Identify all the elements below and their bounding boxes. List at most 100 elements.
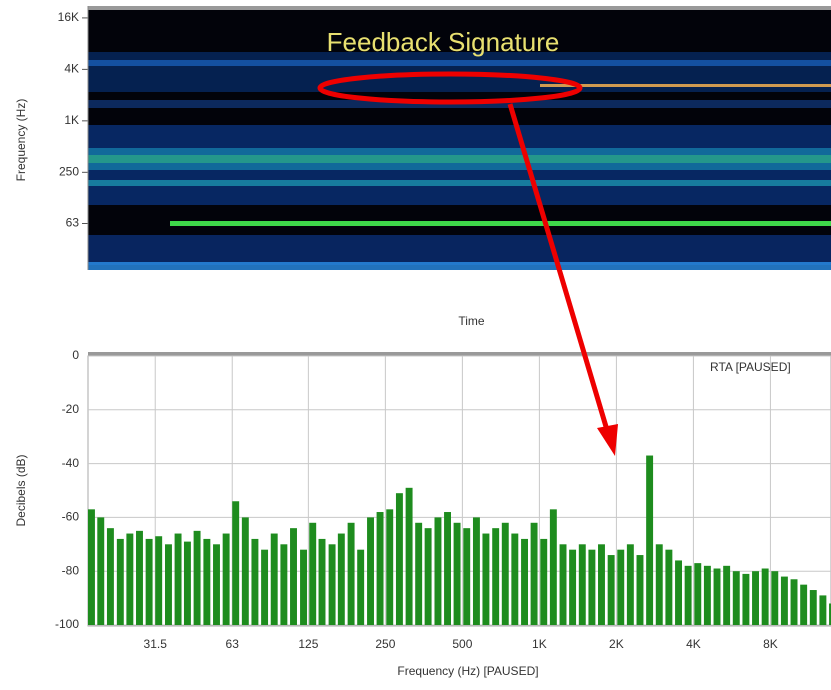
bar <box>646 455 654 625</box>
bar <box>434 517 442 625</box>
callout-ellipse <box>317 71 583 105</box>
bar <box>559 544 567 625</box>
bar <box>463 528 471 625</box>
y-tick-label: -20 <box>62 402 80 416</box>
bar <box>405 487 413 625</box>
hum-line <box>170 221 831 226</box>
bar <box>742 573 750 625</box>
bar <box>376 512 384 625</box>
bar <box>165 544 172 625</box>
bar <box>193 530 201 625</box>
bar <box>723 565 731 625</box>
bar <box>126 533 134 625</box>
bar <box>395 493 403 625</box>
frame-top <box>88 352 831 356</box>
x-axis-label: Frequency (Hz) [PAUSED] <box>397 664 538 678</box>
band <box>88 60 831 66</box>
feedback-line <box>540 84 831 87</box>
arrow-head <box>597 424 618 456</box>
bar <box>453 522 461 625</box>
x-axis-label: Time <box>458 314 485 328</box>
annotation: Feedback Signature <box>327 27 560 57</box>
bar <box>261 549 269 625</box>
bar <box>290 528 297 625</box>
bar <box>222 533 230 625</box>
bar <box>607 555 615 625</box>
y-tick-label: 4K <box>64 62 79 76</box>
bar <box>88 509 95 625</box>
bar <box>549 509 557 625</box>
callout <box>317 71 618 456</box>
callout-arrow <box>507 103 610 431</box>
bar <box>675 560 682 625</box>
bar <box>472 517 480 625</box>
bar <box>251 538 259 625</box>
bar <box>174 533 182 625</box>
y-axis-label: Decibels (dB) <box>14 454 28 526</box>
bar <box>665 549 673 625</box>
bar <box>241 517 249 625</box>
bar <box>97 517 105 625</box>
bar <box>578 544 586 625</box>
bar <box>337 533 345 625</box>
bar <box>829 603 831 625</box>
bar <box>684 565 692 625</box>
y-tick-label: -100 <box>55 617 79 631</box>
y-tick-label: 16K <box>58 10 79 24</box>
bar <box>318 538 326 625</box>
bar <box>617 549 625 625</box>
x-tick-label: 125 <box>298 637 318 651</box>
bar <box>106 528 114 625</box>
x-tick-label: 63 <box>226 637 240 651</box>
bar <box>203 538 211 625</box>
band <box>88 155 831 163</box>
bar <box>145 538 153 625</box>
bar <box>270 533 278 625</box>
bar <box>530 522 538 625</box>
bar <box>280 544 288 625</box>
bar <box>136 530 143 625</box>
bar <box>444 512 451 625</box>
bar <box>713 568 721 625</box>
frame-top <box>88 6 831 10</box>
y-axis-label: Frequency (Hz) <box>14 99 28 182</box>
bar <box>386 509 394 625</box>
band <box>88 262 831 270</box>
annotation: RTA [PAUSED] <box>710 360 791 374</box>
y-tick-label: 250 <box>59 164 79 178</box>
bar <box>521 538 529 625</box>
band <box>88 148 831 170</box>
band <box>88 180 831 186</box>
band <box>88 235 831 265</box>
bar <box>511 533 519 625</box>
y-tick-label: -40 <box>62 456 80 470</box>
bar <box>357 549 365 625</box>
bar <box>540 538 548 625</box>
bar <box>752 571 759 625</box>
bar <box>300 549 307 625</box>
bar <box>636 555 644 625</box>
bar <box>819 595 827 625</box>
y-tick-label: -60 <box>62 510 80 524</box>
bar <box>809 590 817 625</box>
bar <box>598 544 605 625</box>
bar <box>232 501 240 625</box>
bar <box>780 576 788 625</box>
x-tick-label: 31.5 <box>144 637 168 651</box>
x-tick-label: 8K <box>763 637 778 651</box>
bar <box>424 528 432 625</box>
bar <box>501 522 509 625</box>
y-tick-label: 1K <box>64 113 79 127</box>
bar <box>492 528 500 625</box>
bar <box>213 544 220 625</box>
bar <box>761 568 769 625</box>
bar <box>800 584 808 625</box>
spectrogram-image <box>87 6 831 627</box>
bar <box>703 565 711 625</box>
bar <box>694 563 702 625</box>
bar <box>790 579 798 625</box>
bar <box>183 541 191 625</box>
x-tick-label: 1K <box>532 637 547 651</box>
bar <box>626 544 634 625</box>
